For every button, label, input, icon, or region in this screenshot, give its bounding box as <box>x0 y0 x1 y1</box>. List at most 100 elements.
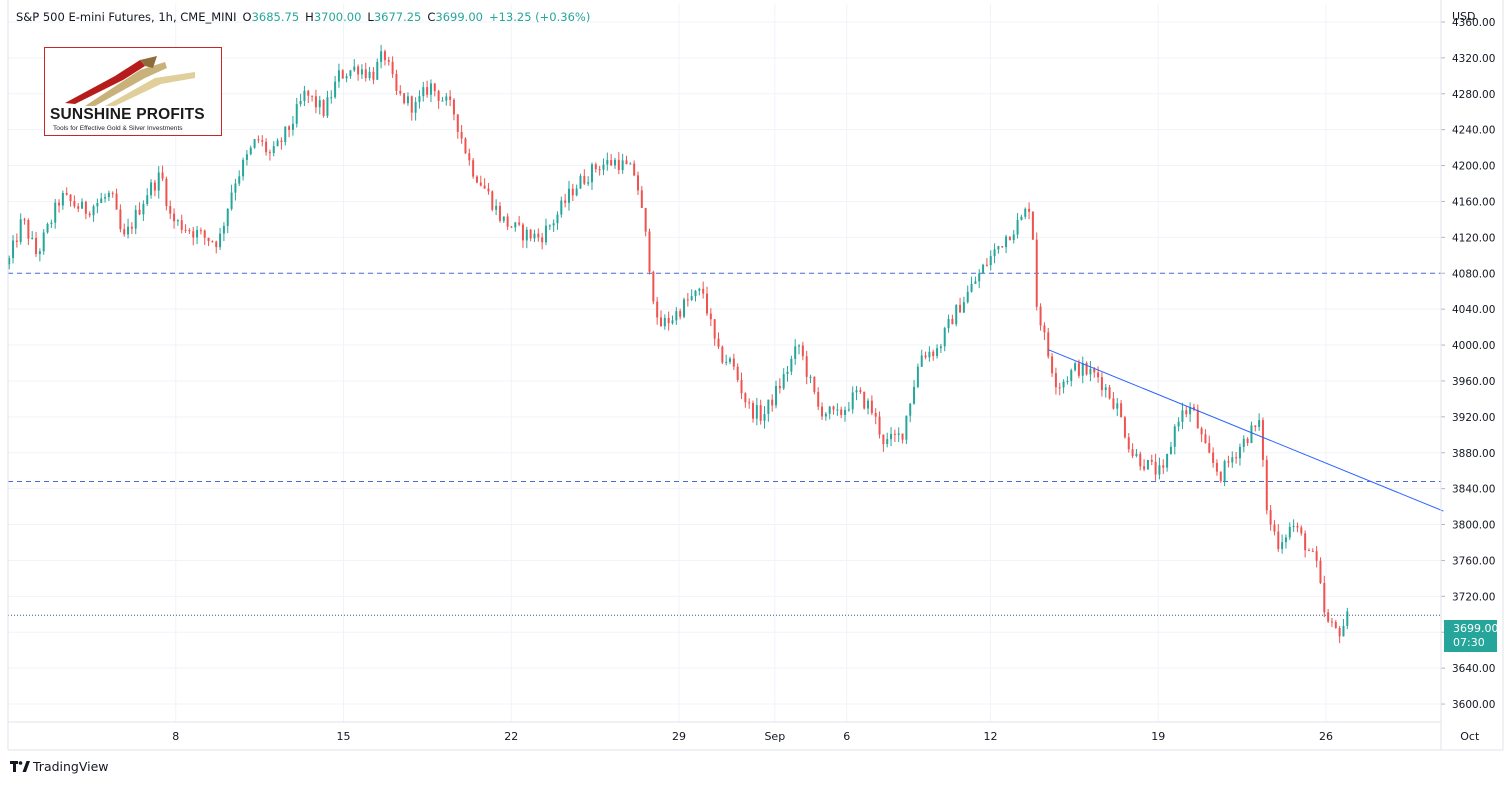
candle-body <box>659 317 662 327</box>
candle-body <box>104 197 107 199</box>
candle-body <box>364 69 367 78</box>
logo-name: SUNSHINE PROFITS <box>50 106 205 123</box>
candle-body <box>35 237 38 254</box>
candle-body <box>1139 453 1142 467</box>
candle-body <box>222 225 225 234</box>
candle-body <box>962 302 965 313</box>
candle-body <box>548 225 551 227</box>
logo-tagline: Tools for Effective Gold & Silver Invest… <box>53 125 183 132</box>
candle-body <box>732 358 735 367</box>
candle-body <box>452 99 455 115</box>
candle-body <box>150 182 153 196</box>
candle-body <box>422 87 425 97</box>
candle-body <box>897 433 900 435</box>
x-tick-label: 26 <box>1319 730 1333 743</box>
candle-body <box>594 164 597 170</box>
candle-body <box>1024 208 1027 217</box>
candle-body <box>265 141 268 153</box>
candle-body <box>1116 403 1119 409</box>
y-tick-label: 3840.00 <box>1452 484 1495 496</box>
candle-body <box>694 290 697 297</box>
candle-body <box>303 90 306 101</box>
candle-body <box>54 202 57 223</box>
candle-body <box>242 159 245 177</box>
last-price-value: 3699.00 <box>1453 622 1499 635</box>
candle-body <box>939 346 942 349</box>
candle-body <box>644 207 647 232</box>
trend-line <box>1047 349 1444 512</box>
candle-body <box>606 160 609 165</box>
candle-body <box>1035 239 1038 307</box>
candle-body <box>1254 425 1257 427</box>
candle-body <box>878 416 881 435</box>
candle-body <box>27 220 30 239</box>
candle-body <box>157 172 160 191</box>
candle-body <box>521 224 524 241</box>
candle-body <box>1131 449 1134 456</box>
candle-body <box>115 193 118 210</box>
candle-body <box>261 140 264 142</box>
candle-body <box>890 433 893 440</box>
candle-body <box>675 311 678 321</box>
candle-body <box>1051 356 1054 374</box>
candle-body <box>518 222 521 225</box>
symbol-title[interactable]: S&P 500 E-mini Futures, 1h, CME_MINI <box>16 10 237 24</box>
candle-body <box>203 230 206 238</box>
candle-body <box>717 338 720 347</box>
candle-body <box>755 405 758 419</box>
low-value: 3677.25 <box>373 10 422 24</box>
candle-body <box>326 97 329 116</box>
candle-body <box>690 296 693 300</box>
y-tick-label: 4240.00 <box>1452 125 1495 137</box>
candle-body <box>376 61 379 80</box>
y-tick-label: 3760.00 <box>1452 555 1495 567</box>
candle-body <box>920 355 923 367</box>
low-label: L <box>367 10 374 24</box>
candle-body <box>1196 409 1199 429</box>
candle-body <box>46 223 49 233</box>
candle-body <box>1001 246 1004 248</box>
candle-body <box>429 83 432 95</box>
candle-body <box>1212 452 1215 463</box>
currency-label[interactable]: USD <box>1452 10 1476 23</box>
candle-body <box>479 182 482 186</box>
candle-body <box>767 399 770 415</box>
candle-body <box>514 222 517 228</box>
candle-body <box>1323 583 1326 613</box>
candle-body <box>1054 373 1057 388</box>
candle-body <box>786 371 789 375</box>
candle-body <box>870 400 873 414</box>
candle-body <box>874 413 877 417</box>
trend-lines <box>1047 349 1444 512</box>
candle-body <box>855 390 858 393</box>
x-tick-label: 6 <box>843 730 850 743</box>
candle-body <box>1173 426 1176 447</box>
candle-body <box>38 251 41 254</box>
candle-body <box>1227 461 1230 463</box>
candle-body <box>1104 387 1107 391</box>
candle-body <box>1143 466 1146 470</box>
candle-body <box>913 386 916 404</box>
candle-body <box>8 258 11 265</box>
candle-body <box>1300 527 1303 534</box>
candle-body <box>567 188 570 203</box>
candle-body <box>1342 625 1345 637</box>
high-label: H <box>305 10 314 24</box>
candle-body <box>73 201 76 207</box>
candle-body <box>391 61 394 75</box>
candle-body <box>1012 234 1015 241</box>
tradingview-footer[interactable]: TradingView <box>10 759 109 774</box>
candle-body <box>1070 370 1073 381</box>
candle-body <box>69 194 72 202</box>
candle-body <box>564 200 567 203</box>
candle-body <box>613 159 616 166</box>
candle-body <box>169 206 172 214</box>
candle-body <box>901 433 904 440</box>
candle-body <box>575 188 578 196</box>
candle-body <box>989 256 992 266</box>
candle-body <box>943 328 946 347</box>
candle-body <box>966 291 969 303</box>
candle-body <box>686 299 689 301</box>
candle-body <box>81 201 84 209</box>
